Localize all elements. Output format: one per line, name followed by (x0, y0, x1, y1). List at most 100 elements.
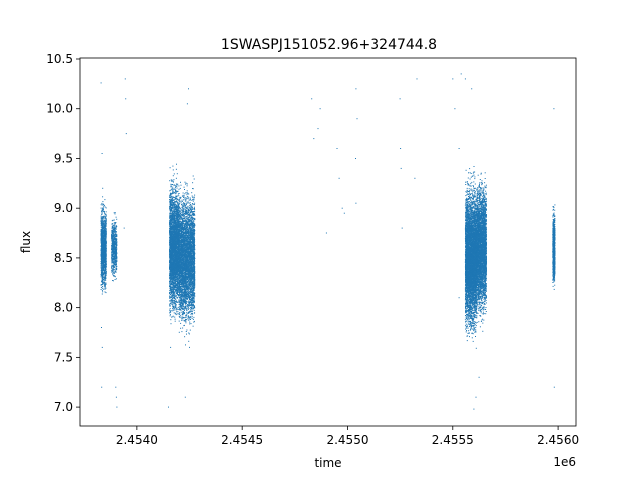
data-point (113, 255, 114, 257)
data-point (112, 235, 114, 237)
data-point (171, 316, 173, 318)
data-point (172, 297, 174, 299)
data-point (174, 209, 176, 211)
data-point (176, 236, 178, 238)
data-point (172, 308, 173, 310)
data-point (114, 244, 116, 246)
data-point (104, 291, 106, 293)
data-point (105, 216, 107, 218)
data-point (102, 263, 104, 265)
data-point (114, 272, 115, 274)
data-point (111, 267, 113, 269)
data-point (172, 186, 174, 188)
data-point (174, 291, 176, 293)
data-point (113, 239, 115, 241)
data-point (114, 226, 116, 228)
data-point (100, 276, 102, 278)
data-point (115, 271, 117, 272)
data-point (169, 295, 171, 297)
data-point (102, 229, 103, 231)
data-point (101, 280, 103, 282)
data-point (105, 263, 107, 265)
data-point (174, 201, 176, 203)
data-point (100, 229, 102, 231)
data-point (169, 213, 171, 215)
data-point (114, 275, 116, 277)
data-point (116, 234, 118, 236)
data-point (103, 225, 105, 227)
data-point (104, 240, 106, 242)
data-point (102, 224, 104, 226)
data-point (116, 218, 118, 220)
data-point (103, 260, 105, 262)
data-point (100, 223, 102, 225)
data-point (104, 213, 106, 215)
data-point (169, 255, 171, 257)
data-point (177, 274, 178, 276)
data-point (105, 231, 107, 233)
data-point (113, 256, 115, 258)
data-point (101, 231, 103, 233)
data-point (101, 293, 103, 295)
data-point (175, 275, 177, 277)
data-point (101, 239, 103, 241)
data-point (175, 314, 177, 316)
data-point (170, 311, 172, 313)
data-point (177, 311, 179, 313)
data-point (100, 265, 102, 266)
data-point (102, 260, 104, 262)
data-point (105, 269, 107, 271)
data-point (115, 228, 117, 230)
data-point (174, 192, 176, 194)
data-point (101, 242, 103, 244)
data-point (103, 218, 105, 220)
data-point (112, 224, 114, 226)
data-point (103, 288, 105, 290)
data-point (100, 222, 102, 224)
data-point (113, 271, 115, 273)
data-point (101, 208, 103, 210)
data-point (176, 307, 178, 309)
data-point (103, 258, 105, 260)
data-point (101, 271, 103, 273)
data-point (169, 236, 171, 238)
data-point (105, 284, 107, 285)
data-point (101, 237, 103, 238)
data-point (113, 219, 115, 221)
data-point (115, 263, 117, 265)
chart-title: 1SWASPJ151052.96+324744.8 (221, 37, 437, 53)
data-point (171, 188, 172, 190)
data-point (104, 213, 106, 214)
data-point (172, 211, 174, 213)
data-point (114, 266, 116, 268)
data-point (101, 276, 103, 278)
data-point (178, 219, 180, 220)
data-point (114, 257, 116, 259)
data-point (101, 219, 103, 221)
data-point (103, 254, 105, 255)
data-point (111, 225, 113, 227)
data-point (113, 230, 115, 232)
data-point (104, 269, 106, 271)
data-point (103, 265, 105, 267)
data-point (114, 230, 116, 231)
data-point (102, 267, 103, 269)
data-point (113, 261, 115, 263)
data-point (103, 271, 105, 273)
data-point (176, 245, 177, 247)
data-point (112, 251, 114, 253)
data-point (105, 223, 107, 225)
data-point (101, 213, 103, 215)
data-point (172, 298, 174, 300)
data-point (170, 195, 172, 197)
data-point (103, 268, 104, 269)
data-point (102, 196, 104, 198)
data-point (115, 216, 117, 218)
data-point (102, 273, 103, 275)
data-point (102, 272, 104, 274)
data-point (104, 272, 106, 274)
data-point (104, 278, 106, 280)
data-point (103, 216, 104, 218)
data-point (169, 284, 171, 286)
data-point (114, 259, 116, 261)
